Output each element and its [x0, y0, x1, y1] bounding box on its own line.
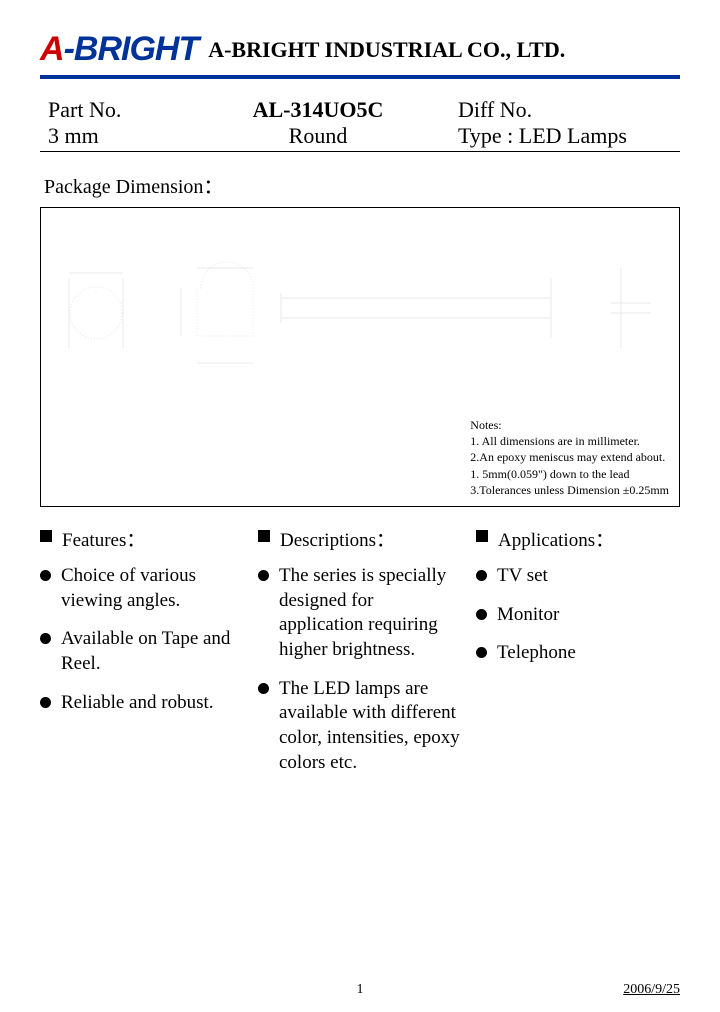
- page: A -BRIGHT A-BRIGHT INDUSTRIAL CO., LTD. …: [0, 0, 720, 1012]
- bullet-icon: [476, 647, 487, 658]
- applications-heading: Applications：: [476, 525, 680, 552]
- description-item: The LED lamps are available with differe…: [258, 677, 462, 776]
- feature-item: Reliable and robust.: [40, 691, 244, 716]
- part-no-label: Part No.: [48, 97, 218, 123]
- features-head-text: Features：: [62, 525, 145, 552]
- logo-bright: -BRIGHT: [64, 30, 199, 69]
- page-number: 1: [0, 982, 720, 998]
- bullet-icon: [40, 570, 51, 581]
- diff-no-label: Diff No.: [418, 97, 672, 123]
- logo: A -BRIGHT: [40, 30, 198, 69]
- descriptions-column: Descriptions： The series is specially de…: [258, 525, 462, 790]
- feature-item: Available on Tape and Reel.: [40, 627, 244, 676]
- application-text: Monitor: [497, 603, 559, 628]
- package-dimension-diagram: Notes: 1. All dimensions are in millimet…: [40, 207, 680, 507]
- notes-line-1: 1. All dimensions are in millimeter.: [470, 433, 669, 449]
- description-text: The series is specially designed for app…: [279, 564, 462, 663]
- type-value: Type : LED Lamps: [418, 123, 672, 149]
- part-row-1: Part No. AL-314UO5C Diff No.: [40, 97, 680, 123]
- shape-value: Round: [218, 123, 418, 149]
- header: A -BRIGHT A-BRIGHT INDUSTRIAL CO., LTD.: [40, 30, 680, 69]
- bullet-icon: [476, 570, 487, 581]
- description-text: The LED lamps are available with differe…: [279, 677, 462, 776]
- columns: Features： Choice of various viewing angl…: [40, 525, 680, 790]
- bullet-icon: [258, 570, 269, 581]
- square-bullet-icon: [476, 530, 488, 542]
- application-text: Telephone: [497, 641, 576, 666]
- diagram-notes: Notes: 1. All dimensions are in millimet…: [470, 417, 669, 498]
- application-item: TV set: [476, 564, 680, 589]
- package-dimension-title: Package Dimension：: [44, 170, 680, 199]
- notes-line-3: 1. 5mm(0.059") down to the lead: [470, 466, 669, 482]
- application-text: TV set: [497, 564, 548, 589]
- logo-letter-a: A: [40, 30, 64, 69]
- footer-date: 2006/9/25: [623, 982, 680, 998]
- applications-head-text: Applications：: [498, 525, 614, 552]
- square-bullet-icon: [258, 530, 270, 542]
- header-rule: [40, 75, 680, 79]
- descriptions-head-text: Descriptions：: [280, 525, 395, 552]
- bullet-icon: [40, 697, 51, 708]
- applications-column: Applications： TV set Monitor Telephone: [476, 525, 680, 790]
- feature-item: Choice of various viewing angles.: [40, 564, 244, 613]
- bullet-icon: [258, 683, 269, 694]
- square-bullet-icon: [40, 530, 52, 542]
- features-column: Features： Choice of various viewing angl…: [40, 525, 244, 790]
- application-item: Telephone: [476, 641, 680, 666]
- bullet-icon: [40, 633, 51, 644]
- notes-line-4: 3.Tolerances unless Dimension ±0.25mm: [470, 482, 669, 498]
- descriptions-heading: Descriptions：: [258, 525, 462, 552]
- notes-title: Notes:: [470, 417, 669, 433]
- description-item: The series is specially designed for app…: [258, 564, 462, 663]
- bullet-icon: [476, 609, 487, 620]
- size-value: 3 mm: [48, 123, 218, 149]
- company-name: A-BRIGHT INDUSTRIAL CO., LTD.: [208, 37, 565, 63]
- feature-text: Reliable and robust.: [61, 691, 214, 716]
- features-heading: Features：: [40, 525, 244, 552]
- part-rule: [40, 151, 680, 152]
- feature-text: Available on Tape and Reel.: [61, 627, 244, 676]
- application-item: Monitor: [476, 603, 680, 628]
- led-dimension-svg: [51, 218, 661, 398]
- part-no-value: AL-314UO5C: [218, 97, 418, 123]
- notes-line-2: 2.An epoxy meniscus may extend about.: [470, 449, 669, 465]
- part-row-2: 3 mm Round Type : LED Lamps: [40, 123, 680, 149]
- feature-text: Choice of various viewing angles.: [61, 564, 244, 613]
